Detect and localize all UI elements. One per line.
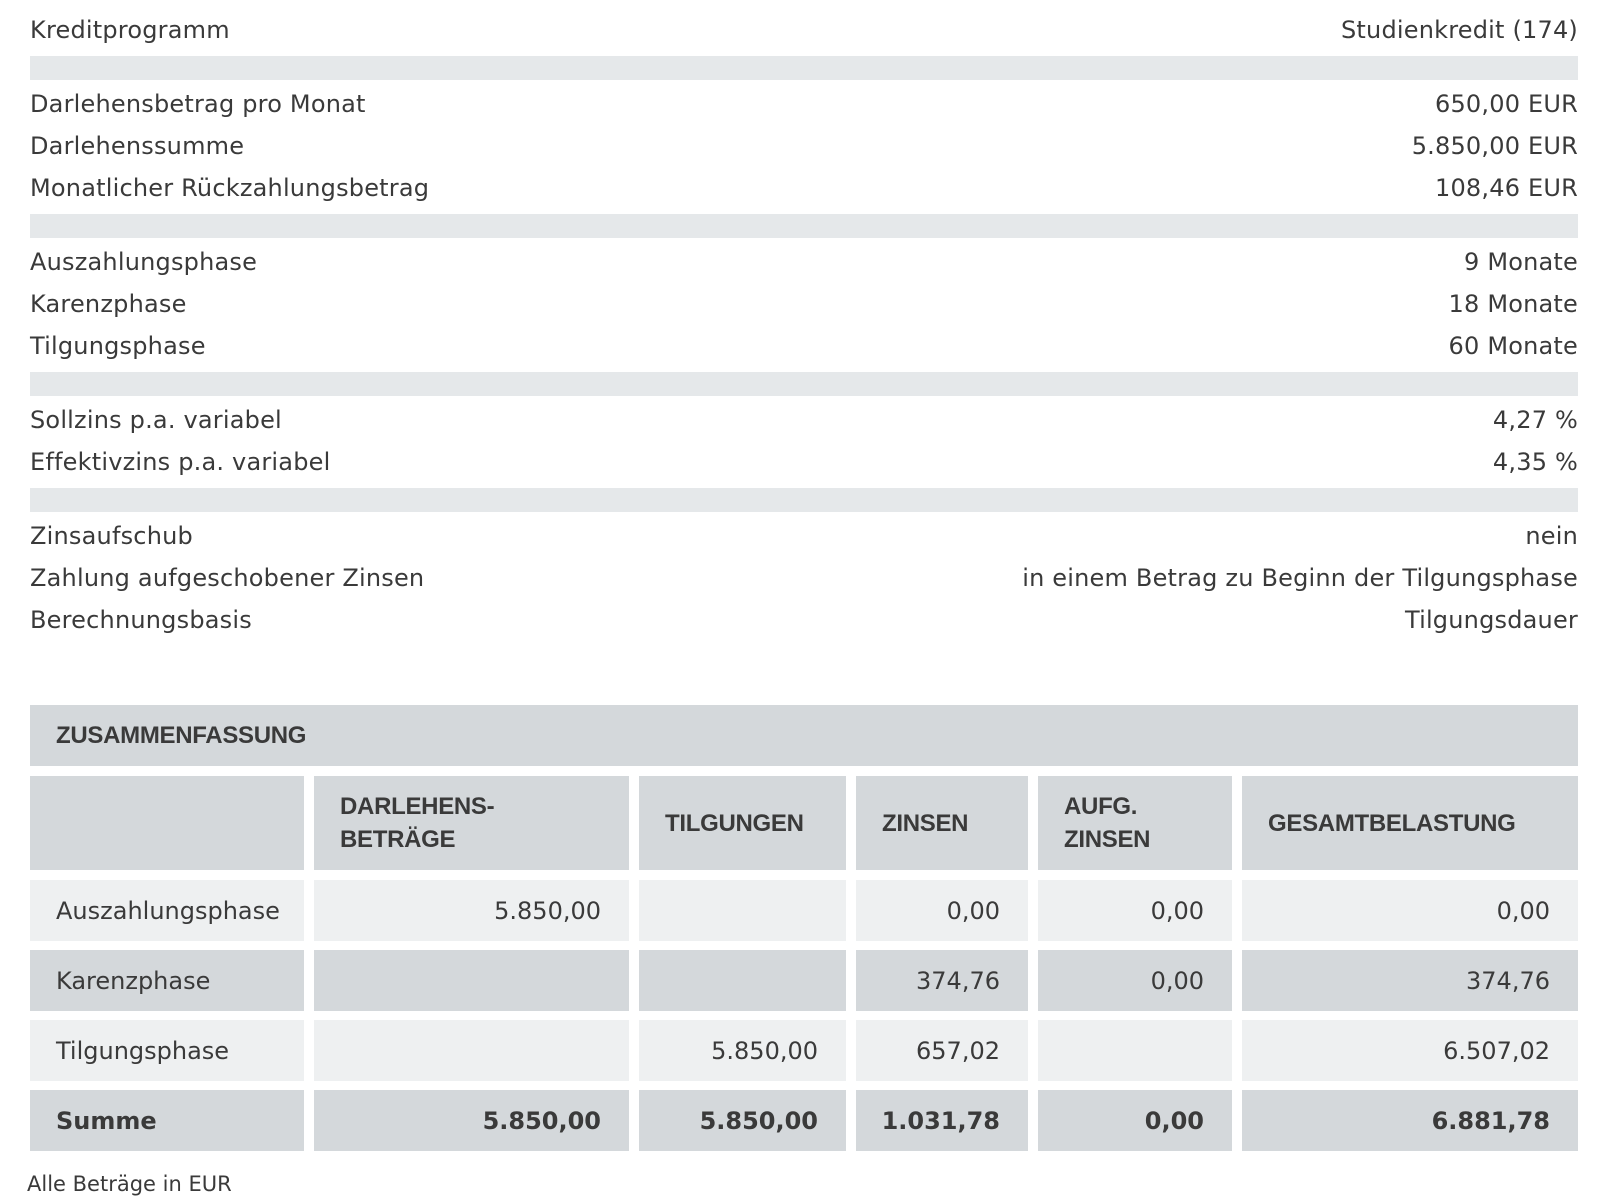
table-cell-gesamtbelastung: 0,00 [1242,880,1578,941]
section-divider [30,372,1578,396]
info-value: Studienkredit (174) [1340,16,1578,44]
info-row-effektivzins: Effektivzins p.a. variabel 4,35 % [30,442,1578,482]
section-divider [30,214,1578,238]
info-label: Kreditprogramm [30,16,230,44]
info-label: Tilgungsphase [30,332,206,360]
info-row-darlehenssumme: Darlehenssumme 5.850,00 EUR [30,126,1578,166]
info-row-karenzphase: Karenzphase 18 Monate [30,284,1578,324]
info-label: Darlehensbetrag pro Monat [30,90,366,118]
table-cell-zinsen: 657,02 [856,1020,1028,1081]
row-label: Auszahlungsphase [30,880,304,941]
column-header-darlehensbetraege: DARLEHENS- BETRÄGE [314,776,629,870]
section-divider [30,56,1578,80]
table-cell-gesamtbelastung: 6.507,02 [1242,1020,1578,1081]
row-label: Tilgungsphase [30,1020,304,1081]
table-cell-darlehensbetraege [314,1020,629,1081]
info-value: 108,46 EUR [1434,174,1578,202]
info-row-rueckzahlungsbetrag: Monatlicher Rückzahlungsbetrag 108,46 EU… [30,168,1578,208]
table-cell-darlehensbetraege [314,950,629,1011]
info-row-auszahlungsphase: Auszahlungsphase 9 Monate [30,242,1578,282]
info-row-zinsaufschub: Zinsaufschub nein [30,516,1578,556]
info-value: 5.850,00 EUR [1411,132,1578,160]
row-label: Karenzphase [30,950,304,1011]
table-cell-zinsen: 374,76 [856,950,1028,1011]
info-row-tilgungsphase: Tilgungsphase 60 Monate [30,326,1578,366]
table-cell-gesamtbelastung: 6.881,78 [1242,1090,1578,1151]
summary-title-bar: ZUSAMMENFASSUNG [30,705,1578,766]
table-cell-tilgungen: 5.850,00 [639,1020,846,1081]
info-label: Berechnungsbasis [30,606,252,634]
table-cell-aufg-zinsen: 0,00 [1038,1090,1232,1151]
summary-title: ZUSAMMENFASSUNG [56,721,307,749]
table-cell-tilgungen [639,950,846,1011]
table-cell-zinsen: 1.031,78 [856,1090,1028,1151]
column-header-aufg-zinsen: AUFG. ZINSEN [1038,776,1232,870]
info-label: Auszahlungsphase [30,248,258,276]
info-label: Zahlung aufgeschobener Zinsen [30,564,425,592]
info-value: 650,00 EUR [1434,90,1578,118]
info-label: Darlehenssumme [30,132,245,160]
info-value: 18 Monate [1448,290,1578,318]
info-row-zahlung-zinsen: Zahlung aufgeschobener Zinsen in einem B… [30,558,1578,598]
table-cell-darlehensbetraege: 5.850,00 [314,1090,629,1151]
info-value: 4,35 % [1492,448,1578,476]
info-value: nein [1525,522,1578,550]
section-divider [30,488,1578,512]
info-label: Effektivzins p.a. variabel [30,448,331,476]
table-cell-tilgungen: 5.850,00 [639,1090,846,1151]
table-cell-aufg-zinsen: 0,00 [1038,950,1232,1011]
info-value: 60 Monate [1448,332,1578,360]
info-label: Karenzphase [30,290,187,318]
row-label: Summe [30,1090,304,1151]
info-row-sollzins: Sollzins p.a. variabel 4,27 % [30,400,1578,440]
column-header-phase [30,776,304,870]
column-header-zinsen: ZINSEN [856,776,1028,870]
table-cell-zinsen: 0,00 [856,880,1028,941]
table-cell-gesamtbelastung: 374,76 [1242,950,1578,1011]
info-value: in einem Betrag zu Beginn der Tilgungsph… [1022,564,1578,592]
info-row-kreditprogramm: Kreditprogramm Studienkredit (174) [30,10,1578,50]
column-header-tilgungen: TILGUNGEN [639,776,846,870]
footnote: Alle Beträge in EUR [27,1172,232,1196]
table-cell-aufg-zinsen [1038,1020,1232,1081]
info-label: Sollzins p.a. variabel [30,406,282,434]
column-header-gesamtbelastung: GESAMTBELASTUNG [1242,776,1578,870]
info-value: Tilgungsdauer [1404,606,1578,634]
info-value: 4,27 % [1492,406,1578,434]
info-value: 9 Monate [1464,248,1578,276]
info-label: Zinsaufschub [30,522,193,550]
info-label: Monatlicher Rückzahlungsbetrag [30,174,430,202]
table-cell-aufg-zinsen: 0,00 [1038,880,1232,941]
table-cell-tilgungen [639,880,846,941]
info-row-darlehensbetrag: Darlehensbetrag pro Monat 650,00 EUR [30,84,1578,124]
table-cell-darlehensbetraege: 5.850,00 [314,880,629,941]
info-row-berechnungsbasis: Berechnungsbasis Tilgungsdauer [30,600,1578,640]
